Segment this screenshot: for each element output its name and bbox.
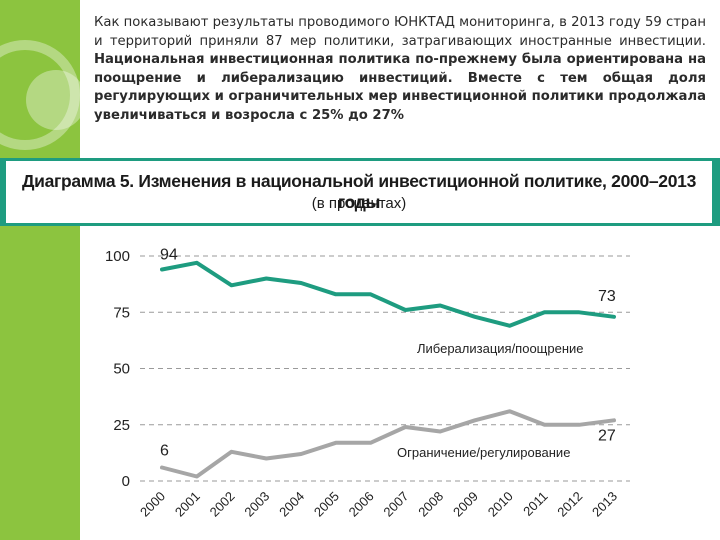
restriction-start-label: 6 <box>160 443 169 460</box>
decorative-circle <box>26 70 86 130</box>
y-tick-label-25: 25 <box>113 417 130 434</box>
intro-text: Как показывают результаты проводимого ЮН… <box>94 15 706 49</box>
chart-title: Диаграмма 5. Изменения в национальной ин… <box>21 171 697 212</box>
x-tick-label-2013: 2013 <box>589 489 620 520</box>
intro-paragraph: Как показывают результаты проводимого ЮН… <box>94 14 706 154</box>
y-tick-label-50: 50 <box>113 361 130 378</box>
chart-title-box: Диаграмма 5. Изменения в национальной ин… <box>6 161 712 223</box>
liberalization-series-label: Либерализация/поощрение <box>417 341 584 356</box>
y-tick-label-75: 75 <box>113 304 130 321</box>
slide-content: Как показывают результаты проводимого ЮН… <box>80 0 720 540</box>
decorative-ring <box>0 40 80 150</box>
x-tick-label-2011: 2011 <box>520 489 550 519</box>
x-axis-ticks: 2000 2001 2002 2003 2004 2005 2006 2007 2008 2009… <box>137 489 620 520</box>
liberalization-start-label: 94 <box>160 247 178 264</box>
y-axis-ticks: 0 25 50 75 100 <box>105 248 130 490</box>
chart-series <box>160 260 616 479</box>
x-tick-label-2003: 2003 <box>241 489 272 520</box>
series-line-liberalization <box>160 260 616 328</box>
restriction-end-label: 27 <box>598 427 616 444</box>
x-tick-label-2012: 2012 <box>554 489 585 520</box>
x-tick-label-2001: 2001 <box>172 489 203 520</box>
x-tick-label-2005: 2005 <box>311 489 342 520</box>
liberalization-end-label: 73 <box>598 288 616 305</box>
chart-labels: 94 73 6 27 Либерализация/поощрение Ограничени… <box>160 247 616 461</box>
chart-subtitle: (в процентах) <box>311 195 407 212</box>
intro-text-strong: Национальная инвестиционная политика по-… <box>94 52 706 123</box>
x-tick-label-2000: 2000 <box>137 489 168 520</box>
y-tick-label-0: 0 <box>122 473 130 490</box>
x-tick-label-2006: 2006 <box>346 489 377 520</box>
x-tick-label-2008: 2008 <box>415 489 446 520</box>
x-tick-label-2010: 2010 <box>485 489 516 520</box>
x-tick-label-2002: 2002 <box>207 489 238 520</box>
restriction-series-label: Ограничение/регулирование <box>397 445 570 460</box>
y-tick-label-100: 100 <box>105 248 130 265</box>
series-line-restriction <box>160 409 616 479</box>
x-tick-label-2004: 2004 <box>276 489 307 520</box>
chart-title-banner: Диаграмма 5. Изменения в национальной ин… <box>0 158 720 226</box>
x-tick-label-2007: 2007 <box>380 489 411 520</box>
x-tick-label-2009: 2009 <box>450 489 481 520</box>
left-decorative-band <box>0 0 86 540</box>
